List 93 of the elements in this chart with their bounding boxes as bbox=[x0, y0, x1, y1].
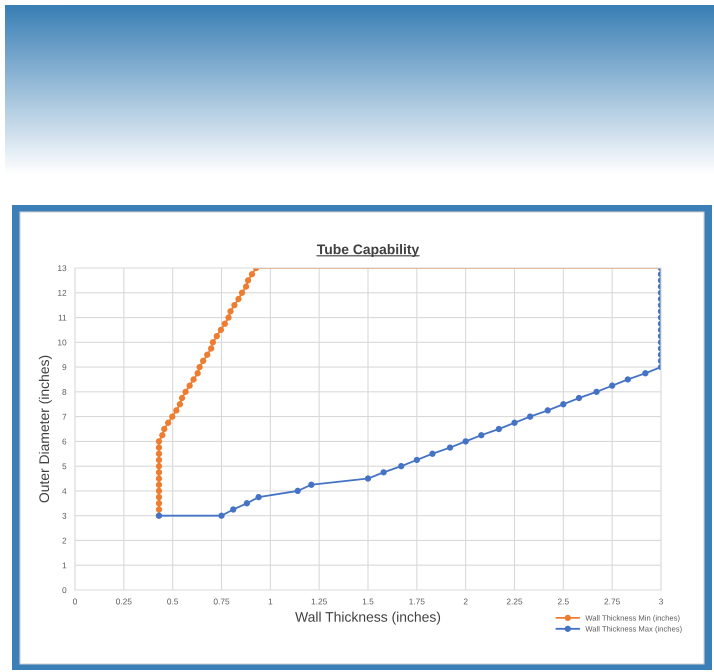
point bbox=[231, 302, 238, 308]
y-tick-label: 4 bbox=[62, 488, 66, 494]
x-tick-label: 0.25 bbox=[116, 598, 132, 604]
point bbox=[429, 450, 436, 457]
point bbox=[308, 482, 314, 488]
point bbox=[156, 469, 162, 476]
point bbox=[218, 326, 224, 334]
y-tick-label: 12 bbox=[58, 290, 66, 296]
point bbox=[560, 401, 566, 408]
y-tick-label: 13 bbox=[58, 265, 66, 272]
point bbox=[238, 290, 246, 296]
x-tick-label: 1 bbox=[268, 598, 272, 604]
x-tick-label: 2.5 bbox=[558, 598, 569, 604]
point bbox=[200, 358, 206, 364]
point bbox=[156, 488, 162, 494]
point bbox=[414, 456, 420, 464]
point bbox=[478, 432, 484, 438]
point bbox=[624, 376, 631, 383]
point bbox=[544, 407, 551, 414]
point bbox=[462, 438, 469, 445]
x-tick-label: 2.25 bbox=[506, 598, 522, 604]
x-tick-label: 0.75 bbox=[214, 598, 230, 604]
x-tick-label: 2 bbox=[464, 598, 468, 604]
y-tick-label: 0 bbox=[62, 587, 66, 594]
point bbox=[156, 450, 162, 457]
point bbox=[593, 388, 600, 395]
point bbox=[230, 506, 236, 513]
point bbox=[156, 500, 162, 506]
point bbox=[227, 308, 234, 314]
x-tick-label: 1.25 bbox=[312, 598, 327, 604]
point bbox=[242, 283, 250, 290]
point bbox=[496, 426, 502, 432]
point bbox=[196, 364, 203, 370]
point bbox=[214, 332, 220, 340]
point bbox=[156, 463, 162, 470]
point bbox=[156, 475, 162, 482]
point bbox=[576, 394, 582, 402]
point bbox=[165, 420, 172, 426]
x-axis-title: Wall Thickness (inches) bbox=[295, 612, 440, 625]
point bbox=[156, 438, 162, 445]
point bbox=[225, 314, 232, 321]
point bbox=[380, 469, 387, 476]
x-tick-label: 1.75 bbox=[409, 598, 425, 604]
y-tick-label: 7 bbox=[62, 414, 66, 420]
point bbox=[173, 407, 180, 414]
y-tick-label: 10 bbox=[58, 340, 66, 346]
y-tick-label: 8 bbox=[62, 389, 66, 395]
point bbox=[156, 456, 162, 464]
x-tick-label: 1.5 bbox=[362, 598, 374, 604]
point bbox=[222, 320, 228, 327]
point bbox=[156, 494, 162, 500]
x-tick-label: 0.5 bbox=[167, 598, 178, 604]
y-tick-label: 1 bbox=[62, 562, 66, 568]
point bbox=[169, 413, 176, 420]
y-tick-label: 9 bbox=[62, 364, 66, 370]
point bbox=[178, 394, 186, 402]
chart-title: Tube Capability bbox=[316, 244, 420, 257]
x-tick-label: 3 bbox=[659, 598, 663, 604]
point bbox=[159, 432, 166, 438]
point bbox=[609, 382, 616, 389]
point bbox=[248, 271, 256, 278]
point bbox=[527, 413, 534, 420]
point bbox=[204, 352, 210, 358]
point bbox=[156, 506, 162, 513]
x-tick-label: 2.75 bbox=[604, 598, 620, 604]
point bbox=[161, 426, 168, 432]
y-tick-label: 11 bbox=[58, 314, 66, 321]
y-tick-label: 6 bbox=[62, 438, 66, 444]
point bbox=[642, 370, 648, 376]
point bbox=[186, 382, 193, 389]
point bbox=[218, 512, 225, 519]
point bbox=[176, 401, 184, 408]
y-tick-label: 5 bbox=[62, 463, 66, 470]
point bbox=[511, 420, 518, 426]
point bbox=[255, 494, 262, 500]
point bbox=[156, 444, 162, 451]
point bbox=[235, 296, 242, 302]
point bbox=[208, 345, 214, 352]
point bbox=[210, 339, 216, 346]
point bbox=[398, 463, 404, 470]
point bbox=[244, 500, 250, 506]
point bbox=[182, 388, 189, 395]
point bbox=[446, 444, 454, 451]
y-tick-label: 2 bbox=[62, 538, 66, 544]
point bbox=[156, 482, 162, 488]
point bbox=[190, 376, 197, 383]
y-axis-title: Outer Diameter (inches) bbox=[38, 356, 52, 502]
point bbox=[244, 277, 252, 284]
point bbox=[194, 370, 201, 376]
y-tick-label: 3 bbox=[62, 512, 66, 519]
point bbox=[364, 475, 372, 482]
point bbox=[294, 488, 301, 494]
x-tick-label: 0 bbox=[73, 598, 77, 604]
